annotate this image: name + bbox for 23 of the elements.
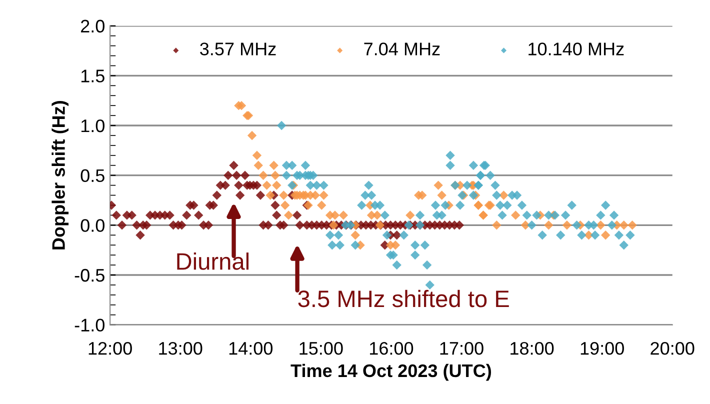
y-tick-label: 0.5 [80,169,104,182]
x-tick-label: 18:00 [510,342,554,355]
y-tick-label: 1.0 [81,119,104,132]
x-tick-label: 20:00 [650,342,694,355]
y-tick-label: 1.5 [81,70,104,82]
legend-label: 7.04 MHz [364,42,440,56]
x-tick-label: 13:00 [159,342,202,355]
annotation: 3.5 MHz shifted to E [298,290,509,308]
x-tick-label: 15:00 [300,342,343,355]
x-tick-label: 14:00 [229,342,273,355]
y-tick-label: 2.0 [81,20,104,33]
y-tick-label: -1.0 [74,318,104,332]
legend-label: 3.57 MHz [200,42,276,56]
x-tick-label: 17:00 [440,342,484,355]
x-tick-label: 19:00 [580,342,624,355]
x-axis-title: Time 14 Oct 2023 (UTC) [290,364,492,381]
x-tick-label: 12:00 [88,342,132,355]
x-tick-label: 16:00 [370,342,414,355]
y-tick-label: 0.0 [80,219,104,232]
y-tick-label: -0.5 [74,268,104,282]
legend-label: 10.140 MHz [528,42,624,56]
y-axis-title: Doppler shift (Hz) [52,101,69,250]
annotation: Diurnal [177,252,248,270]
